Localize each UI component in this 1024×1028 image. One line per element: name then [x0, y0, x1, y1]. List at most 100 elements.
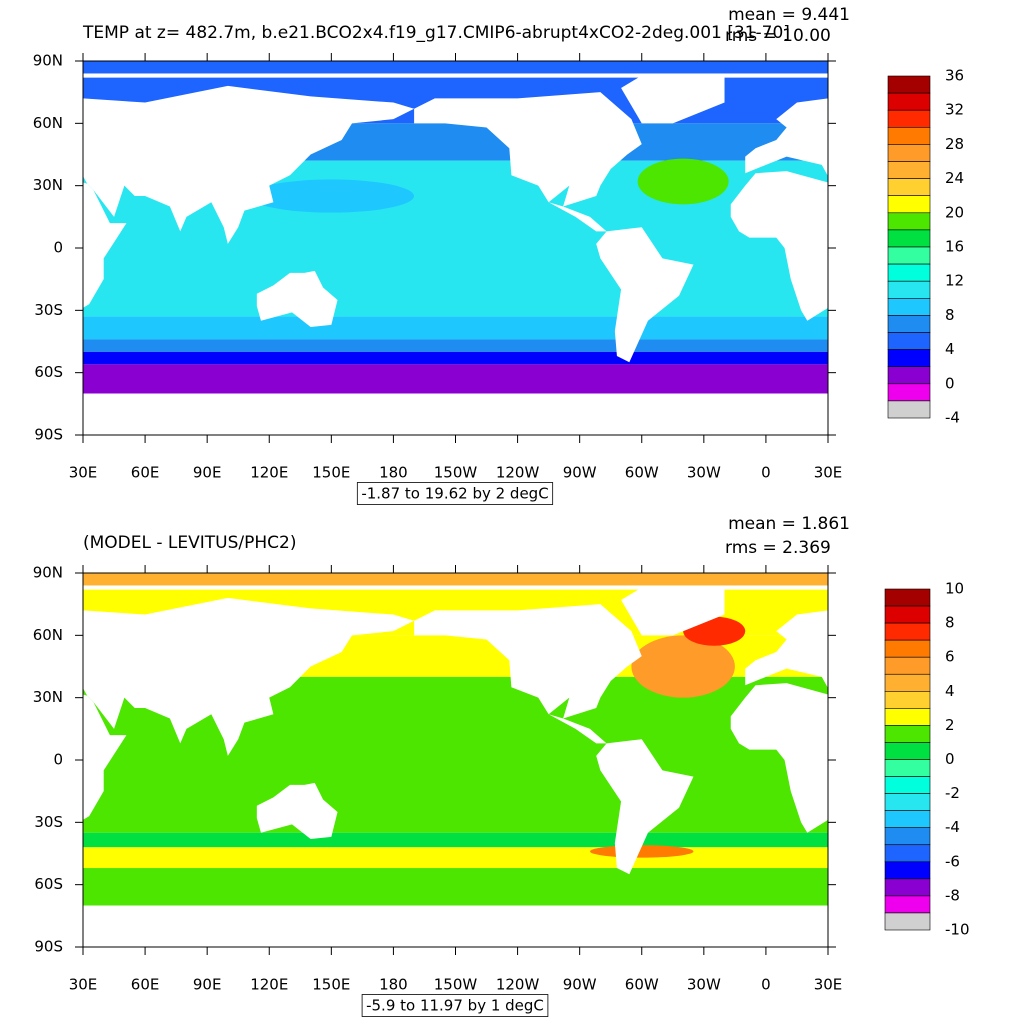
y-tick-label: 60S	[34, 363, 63, 381]
land	[0, 585, 83, 589]
x-tick-label: 90E	[193, 976, 222, 994]
ocean-band	[83, 847, 828, 869]
land	[83, 585, 828, 590]
land	[596, 227, 694, 363]
colorbar-label: -10	[945, 921, 970, 939]
land	[745, 98, 828, 177]
y-tick-label: 0	[53, 751, 63, 769]
y-tick-label: 0	[53, 239, 63, 257]
info-box	[361, 994, 549, 1017]
colorbar-box	[887, 229, 931, 248]
colorbar-box	[884, 656, 931, 675]
y-tick-label: 30N	[33, 176, 63, 194]
land	[730, 683, 828, 833]
land	[83, 393, 828, 435]
ocean-band	[83, 351, 828, 365]
colorbar-label: 8	[945, 306, 955, 324]
land	[414, 604, 642, 719]
anomaly-area	[637, 158, 729, 205]
x-tick-label: 150W	[434, 464, 478, 482]
anomaly-area	[631, 635, 735, 698]
y-tick-label: 90N	[33, 564, 63, 582]
colorbar-label: 0	[945, 374, 955, 392]
x-tick-label: 30E	[814, 464, 843, 482]
colorbar-label: -8	[945, 886, 960, 904]
mean-label: mean = 1.861	[728, 514, 850, 534]
ocean-band	[83, 61, 828, 74]
colorbar-label: 10	[945, 580, 964, 598]
land	[548, 714, 607, 744]
colorbar-box	[884, 793, 931, 811]
y-tick-label: 60S	[34, 875, 63, 893]
colorbar-box	[884, 708, 931, 726]
colorbar-box	[887, 161, 931, 179]
y-tick-label: 90S	[34, 938, 63, 956]
map	[0, 573, 828, 947]
y-tick-label: 90N	[33, 52, 63, 70]
colorbar-box	[887, 212, 931, 231]
colorbar-box	[887, 92, 931, 111]
colorbar-box	[887, 144, 931, 162]
x-tick-label: 0	[761, 464, 771, 482]
x-tick-label: 30E	[69, 976, 98, 994]
land	[730, 171, 828, 321]
x-tick-label: 150E	[312, 464, 350, 482]
map	[83, 61, 828, 435]
y-tick-label: 30S	[34, 813, 63, 831]
land	[83, 694, 127, 820]
ocean-band	[83, 573, 828, 586]
y-tick-label: 90S	[34, 426, 63, 444]
x-tick-label: 150W	[434, 976, 478, 994]
colorbar-box	[884, 725, 931, 743]
colorbar-label: 4	[945, 340, 955, 358]
land	[83, 597, 415, 756]
colorbar-box	[887, 315, 931, 333]
colorbar-box	[884, 810, 931, 829]
x-tick-label: 90E	[193, 464, 222, 482]
rms-label: rms = 10.00	[725, 26, 831, 46]
colorbar-label: 36	[945, 67, 964, 85]
colorbar-box	[884, 690, 931, 709]
x-tick-label: 120W	[496, 464, 540, 482]
colorbar-label: 28	[945, 135, 964, 153]
colorbar-box	[887, 349, 931, 368]
colorbar-box	[887, 383, 931, 402]
land	[745, 610, 828, 689]
colorbar-box	[887, 127, 931, 145]
colorbar-box	[887, 75, 931, 94]
x-tick-label: 0	[761, 976, 771, 994]
colorbar-label: 20	[945, 203, 964, 221]
colorbar-box	[887, 246, 931, 265]
colorbar-box	[884, 622, 931, 641]
ocean-band	[83, 339, 828, 352]
colorbar-label: 4	[945, 682, 955, 700]
x-tick-label: 60W	[625, 464, 659, 482]
colorbar-box	[884, 776, 931, 794]
land	[596, 739, 694, 875]
mean-label: mean = 9.441	[728, 5, 850, 25]
title: (MODEL - LEVITUS/PHC2)	[83, 533, 296, 553]
x-tick-label: 90W	[563, 464, 597, 482]
y-tick-label: 60N	[33, 626, 63, 644]
colorbar-box	[884, 588, 931, 607]
anomaly-area	[590, 845, 694, 858]
ocean-band	[83, 316, 828, 340]
title: TEMP at z= 482.7m, b.e21.BCO2x4.f19_g17.…	[82, 23, 790, 43]
land	[256, 270, 338, 327]
land	[83, 85, 415, 244]
land	[83, 905, 828, 947]
land	[621, 587, 725, 636]
land	[83, 73, 828, 78]
colorbar-label: 0	[945, 750, 955, 768]
colorbar-box	[884, 827, 931, 846]
colorbar-label: 12	[945, 272, 964, 290]
colorbar-label: -4	[945, 818, 960, 836]
colorbar-label: -2	[945, 784, 960, 802]
x-tick-label: 60E	[131, 464, 160, 482]
colorbar-box	[887, 297, 931, 316]
x-tick-label: 150E	[312, 976, 350, 994]
colorbar-label: 16	[945, 238, 964, 256]
colorbar-box	[884, 759, 931, 777]
colorbar-label: -6	[945, 852, 960, 870]
